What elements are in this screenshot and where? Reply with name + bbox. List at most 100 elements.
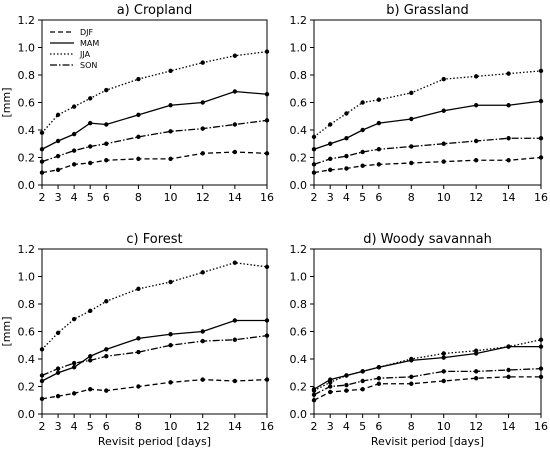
x-tick-label: 3 bbox=[55, 420, 62, 433]
x-tick-label: 10 bbox=[437, 191, 451, 204]
x-tick-label: 10 bbox=[437, 420, 451, 433]
data-point-son bbox=[264, 118, 270, 123]
panel-3: c) Forest 0.0 0.2 0.4 0.6 0.8 1.0 1.2 2 3 4 5 6 8 10 12… bbox=[0, 232, 274, 448]
x-tick-label: 6 bbox=[103, 420, 110, 433]
data-point-son bbox=[200, 338, 205, 344]
x-tick-label: 6 bbox=[375, 191, 382, 204]
data-point-jja bbox=[311, 134, 317, 140]
data-point-djf bbox=[88, 160, 93, 166]
data-point-jja bbox=[328, 122, 333, 127]
legend: DJF MAM JJA SON bbox=[50, 28, 99, 70]
y-tick-label: 0.2 bbox=[18, 381, 36, 394]
x-tick-label: 6 bbox=[375, 420, 382, 433]
panel-title: c) Forest bbox=[126, 232, 182, 247]
data-point-son bbox=[441, 141, 446, 146]
data-point-djf bbox=[55, 393, 61, 399]
x-tick-label: 14 bbox=[502, 420, 516, 433]
data-point-djf bbox=[473, 376, 479, 381]
data-point-son bbox=[360, 149, 365, 155]
series-line-mam bbox=[41, 90, 268, 150]
data-point-djf bbox=[232, 378, 238, 384]
data-point-jja bbox=[360, 100, 365, 105]
data-point-djf bbox=[506, 158, 511, 163]
data-point-son bbox=[311, 392, 317, 397]
data-point-jja bbox=[136, 286, 141, 292]
x-tick-label: 12 bbox=[196, 420, 210, 433]
data-point-son bbox=[409, 374, 414, 380]
data-point-jja bbox=[104, 299, 109, 304]
series-line-son bbox=[41, 119, 268, 163]
data-point-djf bbox=[473, 158, 479, 163]
data-point-jja bbox=[88, 308, 93, 314]
y-tick-label: 0.6 bbox=[290, 97, 308, 110]
data-point-djf bbox=[360, 163, 365, 168]
x-tick-label: 5 bbox=[359, 420, 366, 433]
data-point-mam bbox=[311, 147, 317, 152]
data-point-djf bbox=[264, 151, 270, 156]
data-point-djf bbox=[136, 156, 141, 162]
data-point-djf bbox=[376, 162, 382, 167]
data-point-mam bbox=[344, 136, 349, 141]
data-point-son bbox=[473, 369, 479, 374]
x-tick-label: 14 bbox=[228, 420, 242, 433]
data-point-jja bbox=[506, 344, 511, 349]
data-point-son bbox=[39, 373, 45, 378]
data-point-djf bbox=[136, 384, 141, 389]
y-tick-label: 0.6 bbox=[18, 97, 36, 110]
x-tick-label: 8 bbox=[408, 191, 415, 204]
data-point-son bbox=[376, 147, 382, 152]
data-point-mam bbox=[232, 318, 238, 323]
x-tick-label: 5 bbox=[87, 420, 94, 433]
data-point-djf bbox=[55, 167, 61, 173]
data-point-mam bbox=[409, 116, 414, 122]
legend-label: JJA bbox=[79, 50, 91, 59]
data-point-son bbox=[200, 126, 205, 131]
data-point-mam bbox=[232, 89, 238, 94]
data-point-son bbox=[344, 382, 349, 388]
series-line-jja bbox=[41, 50, 268, 134]
data-point-mam bbox=[39, 378, 45, 384]
y-tick-label: 1.2 bbox=[290, 243, 308, 256]
series-line-son bbox=[313, 367, 542, 396]
data-point-son bbox=[328, 156, 333, 162]
data-point-mam bbox=[71, 131, 77, 137]
data-point-mam bbox=[200, 100, 205, 105]
data-point-jja bbox=[506, 71, 511, 76]
data-point-djf bbox=[409, 160, 414, 166]
data-point-mam bbox=[328, 141, 333, 146]
data-point-djf bbox=[360, 387, 365, 392]
data-point-jja bbox=[360, 369, 365, 374]
series-line-mam bbox=[313, 100, 542, 150]
data-point-son bbox=[55, 153, 61, 159]
data-point-mam bbox=[538, 98, 544, 104]
data-point-djf bbox=[311, 398, 317, 403]
data-point-djf bbox=[328, 389, 333, 395]
data-point-djf bbox=[441, 159, 446, 164]
data-point-djf bbox=[71, 391, 77, 396]
data-point-djf bbox=[232, 149, 238, 155]
data-point-jja bbox=[168, 68, 173, 74]
data-point-son bbox=[538, 136, 544, 141]
plot-frame bbox=[41, 248, 268, 415]
x-tick-label: 4 bbox=[71, 191, 78, 204]
data-point-djf bbox=[538, 155, 544, 160]
data-point-son bbox=[506, 136, 511, 141]
series-line-djf bbox=[313, 156, 542, 174]
data-point-jja bbox=[409, 356, 414, 362]
data-point-djf bbox=[104, 158, 109, 163]
x-tick-label: 6 bbox=[103, 191, 110, 204]
panel-1: a) Cropland 0.0 0.2 0.4 0.6 0.8 1.0 1.2 2 3 4 5 6 8 10… bbox=[0, 3, 274, 204]
data-point-son bbox=[376, 376, 382, 381]
data-point-djf bbox=[39, 170, 45, 175]
y-tick-label: 1.0 bbox=[290, 42, 308, 55]
y-tick-label: 0.2 bbox=[18, 152, 36, 165]
y-tick-label: 0.6 bbox=[18, 326, 36, 339]
x-tick-label: 3 bbox=[327, 420, 334, 433]
data-point-son bbox=[232, 122, 238, 127]
series-line-djf bbox=[41, 378, 268, 400]
data-point-djf bbox=[538, 374, 544, 380]
data-point-jja bbox=[441, 76, 446, 82]
series-line-djf bbox=[41, 151, 268, 174]
data-point-mam bbox=[104, 347, 109, 352]
x-tick-label: 2 bbox=[39, 191, 46, 204]
